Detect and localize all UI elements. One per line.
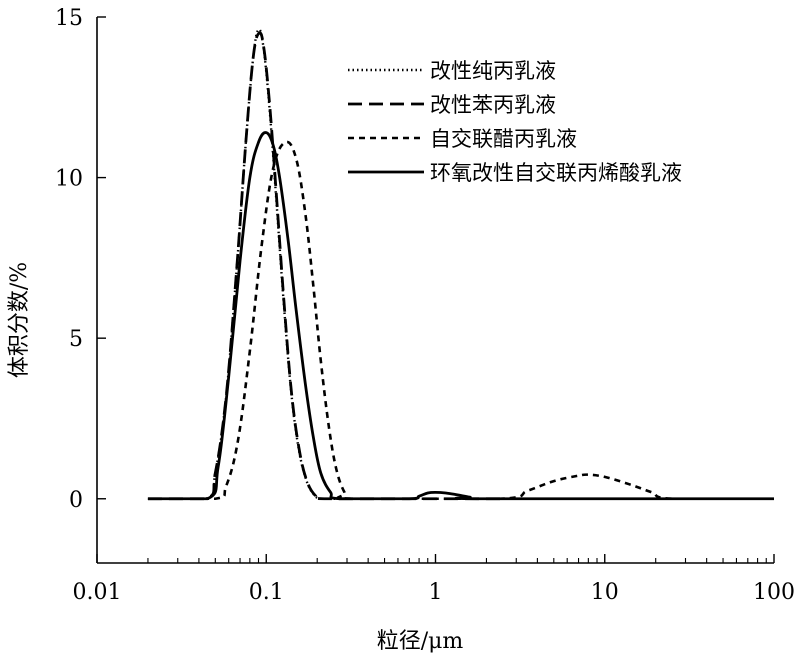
series-line-1 <box>147 28 340 500</box>
x-axis-ticks: 0.01 0.1 1 10 100 <box>73 554 795 605</box>
legend-label-2: 改性苯丙乳液 <box>430 93 556 117</box>
y-tick-label: 5 <box>69 327 83 352</box>
y-tick-label: 0 <box>69 488 83 513</box>
y-tick-label: 10 <box>55 167 83 192</box>
legend-label-1: 改性纯丙乳液 <box>430 59 556 83</box>
x-axis-label: 粒径/μm <box>377 629 464 654</box>
x-tick-label: 10 <box>591 580 619 605</box>
y-tick-label: 15 <box>55 6 83 31</box>
legend-label-4: 环氧改性自交联丙烯酸乳液 <box>430 161 682 185</box>
x-tick-label: 100 <box>753 580 795 605</box>
series-line-4 <box>147 131 774 501</box>
x-tick-label: 1 <box>429 580 443 605</box>
x-tick-label: 0.1 <box>249 580 284 605</box>
x-tick-label: 0.01 <box>73 580 122 605</box>
series-layer <box>147 28 774 501</box>
series-line-3 <box>147 140 774 501</box>
y-axis-ticks: 0 5 10 15 <box>55 6 106 513</box>
legend-label-3: 自交联醋丙乳液 <box>430 127 577 151</box>
y-axis-label: 体积分数/% <box>7 262 32 378</box>
